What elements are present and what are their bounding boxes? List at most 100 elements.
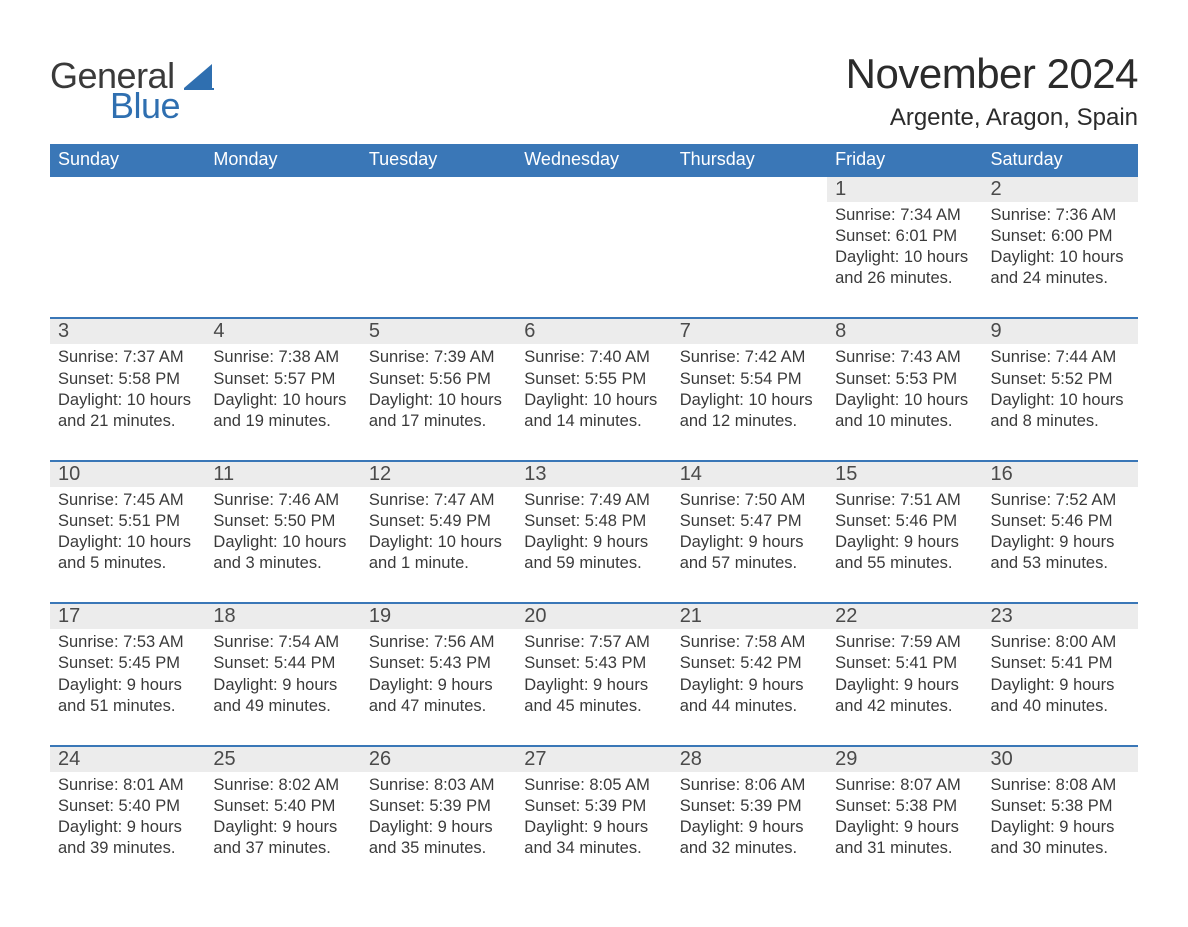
week-row: 10Sunrise: 7:45 AMSunset: 5:51 PMDayligh… <box>50 461 1138 603</box>
sunrise-line: Sunrise: 7:40 AM <box>524 347 663 368</box>
sunset-line: Sunset: 5:40 PM <box>58 796 197 817</box>
weekday-header: Wednesday <box>516 144 671 176</box>
sunset-line: Sunset: 5:38 PM <box>835 796 974 817</box>
logo: General Blue <box>50 58 214 124</box>
week-row: 17Sunrise: 7:53 AMSunset: 5:45 PMDayligh… <box>50 603 1138 745</box>
week-row: 24Sunrise: 8:01 AMSunset: 5:40 PMDayligh… <box>50 746 1138 887</box>
daylight-line: Daylight: 9 hours and 44 minutes. <box>680 675 819 717</box>
sunrise-line: Sunrise: 8:05 AM <box>524 775 663 796</box>
day-details: Sunrise: 7:43 AMSunset: 5:53 PMDaylight:… <box>827 344 982 459</box>
day-cell: 5Sunrise: 7:39 AMSunset: 5:56 PMDaylight… <box>361 318 516 460</box>
sunset-line: Sunset: 5:51 PM <box>58 511 197 532</box>
sunset-line: Sunset: 5:43 PM <box>524 653 663 674</box>
sunset-line: Sunset: 5:47 PM <box>680 511 819 532</box>
sunrise-line: Sunrise: 7:46 AM <box>213 490 352 511</box>
day-cell: 19Sunrise: 7:56 AMSunset: 5:43 PMDayligh… <box>361 603 516 745</box>
daylight-line: Daylight: 9 hours and 49 minutes. <box>213 675 352 717</box>
sunrise-line: Sunrise: 7:50 AM <box>680 490 819 511</box>
location-subtitle: Argente, Aragon, Spain <box>846 104 1138 132</box>
daylight-line: Daylight: 9 hours and 45 minutes. <box>524 675 663 717</box>
sunrise-line: Sunrise: 8:08 AM <box>991 775 1130 796</box>
daylight-line: Daylight: 9 hours and 35 minutes. <box>369 817 508 859</box>
day-number: 1 <box>827 177 982 202</box>
day-details: Sunrise: 7:45 AMSunset: 5:51 PMDaylight:… <box>50 487 205 602</box>
sunset-line: Sunset: 5:56 PM <box>369 369 508 390</box>
day-number: 2 <box>983 177 1138 202</box>
day-details: Sunrise: 7:36 AMSunset: 6:00 PMDaylight:… <box>983 202 1138 317</box>
day-cell: 22Sunrise: 7:59 AMSunset: 5:41 PMDayligh… <box>827 603 982 745</box>
day-cell: . <box>672 176 827 318</box>
day-number: 30 <box>983 747 1138 772</box>
weekday-header: Sunday <box>50 144 205 176</box>
day-number: 15 <box>827 462 982 487</box>
sunset-line: Sunset: 5:39 PM <box>680 796 819 817</box>
sunrise-line: Sunrise: 7:38 AM <box>213 347 352 368</box>
sunset-line: Sunset: 5:57 PM <box>213 369 352 390</box>
sunrise-line: Sunrise: 7:44 AM <box>991 347 1130 368</box>
sunset-line: Sunset: 5:39 PM <box>524 796 663 817</box>
daylight-line: Daylight: 9 hours and 32 minutes. <box>680 817 819 859</box>
weekday-header: Saturday <box>983 144 1138 176</box>
sunrise-line: Sunrise: 7:47 AM <box>369 490 508 511</box>
day-details: Sunrise: 7:54 AMSunset: 5:44 PMDaylight:… <box>205 629 360 744</box>
weekday-header: Thursday <box>672 144 827 176</box>
daylight-line: Daylight: 9 hours and 31 minutes. <box>835 817 974 859</box>
sunset-line: Sunset: 5:42 PM <box>680 653 819 674</box>
daylight-line: Daylight: 9 hours and 37 minutes. <box>213 817 352 859</box>
day-number: 18 <box>205 604 360 629</box>
day-number: 13 <box>516 462 671 487</box>
sunset-line: Sunset: 5:55 PM <box>524 369 663 390</box>
sunset-line: Sunset: 5:49 PM <box>369 511 508 532</box>
page-header: General Blue November 2024 Argente, Arag… <box>50 50 1138 132</box>
day-cell: 9Sunrise: 7:44 AMSunset: 5:52 PMDaylight… <box>983 318 1138 460</box>
daylight-line: Daylight: 9 hours and 59 minutes. <box>524 532 663 574</box>
sunrise-line: Sunrise: 7:51 AM <box>835 490 974 511</box>
day-number: 9 <box>983 319 1138 344</box>
day-cell: 28Sunrise: 8:06 AMSunset: 5:39 PMDayligh… <box>672 746 827 887</box>
daylight-line: Daylight: 10 hours and 17 minutes. <box>369 390 508 432</box>
day-details: Sunrise: 7:40 AMSunset: 5:55 PMDaylight:… <box>516 344 671 459</box>
day-details: Sunrise: 8:05 AMSunset: 5:39 PMDaylight:… <box>516 772 671 887</box>
daylight-line: Daylight: 10 hours and 8 minutes. <box>991 390 1130 432</box>
sunrise-line: Sunrise: 7:37 AM <box>58 347 197 368</box>
daylight-line: Daylight: 10 hours and 1 minute. <box>369 532 508 574</box>
day-cell: 13Sunrise: 7:49 AMSunset: 5:48 PMDayligh… <box>516 461 671 603</box>
sunset-line: Sunset: 5:50 PM <box>213 511 352 532</box>
daylight-line: Daylight: 10 hours and 24 minutes. <box>991 247 1130 289</box>
sunrise-line: Sunrise: 8:00 AM <box>991 632 1130 653</box>
sunrise-line: Sunrise: 8:01 AM <box>58 775 197 796</box>
weekday-header: Tuesday <box>361 144 516 176</box>
day-number: 11 <box>205 462 360 487</box>
sunset-line: Sunset: 5:44 PM <box>213 653 352 674</box>
day-details: Sunrise: 8:01 AMSunset: 5:40 PMDaylight:… <box>50 772 205 887</box>
sunrise-line: Sunrise: 8:02 AM <box>213 775 352 796</box>
sunset-line: Sunset: 5:38 PM <box>991 796 1130 817</box>
daylight-line: Daylight: 10 hours and 26 minutes. <box>835 247 974 289</box>
day-details: Sunrise: 8:02 AMSunset: 5:40 PMDaylight:… <box>205 772 360 887</box>
day-cell: 7Sunrise: 7:42 AMSunset: 5:54 PMDaylight… <box>672 318 827 460</box>
sunrise-line: Sunrise: 7:52 AM <box>991 490 1130 511</box>
day-number: 19 <box>361 604 516 629</box>
day-number: 22 <box>827 604 982 629</box>
day-cell: . <box>516 176 671 318</box>
daylight-line: Daylight: 9 hours and 34 minutes. <box>524 817 663 859</box>
day-cell: 24Sunrise: 8:01 AMSunset: 5:40 PMDayligh… <box>50 746 205 887</box>
day-cell: 27Sunrise: 8:05 AMSunset: 5:39 PMDayligh… <box>516 746 671 887</box>
day-number: 6 <box>516 319 671 344</box>
sunrise-line: Sunrise: 7:34 AM <box>835 205 974 226</box>
day-details: Sunrise: 7:58 AMSunset: 5:42 PMDaylight:… <box>672 629 827 744</box>
sunset-line: Sunset: 5:43 PM <box>369 653 508 674</box>
sunset-line: Sunset: 5:53 PM <box>835 369 974 390</box>
day-details: Sunrise: 7:56 AMSunset: 5:43 PMDaylight:… <box>361 629 516 744</box>
day-cell: 10Sunrise: 7:45 AMSunset: 5:51 PMDayligh… <box>50 461 205 603</box>
day-details: Sunrise: 7:46 AMSunset: 5:50 PMDaylight:… <box>205 487 360 602</box>
sunrise-line: Sunrise: 7:57 AM <box>524 632 663 653</box>
day-cell: 29Sunrise: 8:07 AMSunset: 5:38 PMDayligh… <box>827 746 982 887</box>
sunrise-line: Sunrise: 7:49 AM <box>524 490 663 511</box>
day-cell: 25Sunrise: 8:02 AMSunset: 5:40 PMDayligh… <box>205 746 360 887</box>
day-number: 26 <box>361 747 516 772</box>
day-number: 29 <box>827 747 982 772</box>
day-number: 23 <box>983 604 1138 629</box>
day-details: Sunrise: 7:57 AMSunset: 5:43 PMDaylight:… <box>516 629 671 744</box>
day-number: 20 <box>516 604 671 629</box>
